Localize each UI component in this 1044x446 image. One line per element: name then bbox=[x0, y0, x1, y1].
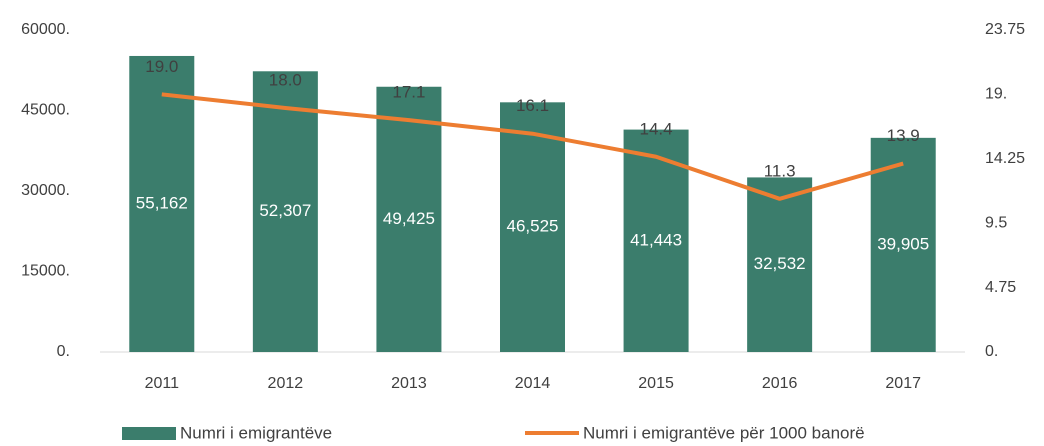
legend-label: Numri i emigrantëve bbox=[180, 423, 332, 442]
y-tick-label: 45000. bbox=[21, 102, 70, 119]
bar bbox=[870, 137, 936, 352]
y2-tick-label: 0. bbox=[985, 343, 998, 360]
y-tick-label: 15000. bbox=[21, 263, 70, 280]
y-tick-label: 0. bbox=[57, 343, 70, 360]
line-value-label: 16.1 bbox=[516, 96, 549, 115]
x-tick-label: 2012 bbox=[268, 375, 304, 392]
line bbox=[161, 92, 904, 201]
bar-value-label: 49,425 bbox=[383, 209, 435, 228]
x-tick-label: 2014 bbox=[515, 375, 551, 392]
x-tick-label: 2016 bbox=[762, 375, 798, 392]
legend-swatch bbox=[122, 427, 176, 440]
line-value-label: 18.0 bbox=[269, 70, 302, 89]
y2-tick-label: 19. bbox=[985, 86, 1007, 103]
bar bbox=[252, 71, 318, 352]
y-tick-label: 30000. bbox=[21, 182, 70, 199]
line-value-label: 14.4 bbox=[640, 119, 673, 138]
bar-value-label: 39,905 bbox=[877, 234, 929, 253]
bar bbox=[376, 86, 442, 352]
line-value-label: 11.3 bbox=[764, 161, 796, 180]
y2-tick-label: 23.75 bbox=[985, 21, 1025, 38]
bar-value-label: 55,162 bbox=[136, 193, 188, 212]
bar-value-label: 32,532 bbox=[754, 254, 806, 273]
line-value-label: 19.0 bbox=[145, 57, 178, 76]
y2-tick-label: 14.25 bbox=[985, 150, 1025, 167]
bar-value-label: 52,307 bbox=[259, 201, 311, 220]
legend-label: Numri i emigrantëve për 1000 banorë bbox=[583, 423, 865, 442]
bar bbox=[623, 129, 689, 352]
x-tick-label: 2013 bbox=[391, 375, 427, 392]
bar-value-label: 41,443 bbox=[630, 230, 682, 249]
x-tick-label: 2011 bbox=[145, 375, 180, 392]
y-tick-label: 60000. bbox=[21, 21, 70, 38]
bar-value-label: 46,525 bbox=[507, 217, 559, 236]
bar bbox=[500, 102, 565, 353]
bar bbox=[747, 177, 813, 352]
y2-tick-label: 9.5 bbox=[985, 214, 1007, 231]
line-value-label: 17.1 bbox=[392, 83, 425, 102]
line-value-label: 13.9 bbox=[887, 126, 920, 145]
bar bbox=[129, 55, 195, 353]
y2-tick-label: 4.75 bbox=[985, 279, 1016, 296]
x-tick-label: 2017 bbox=[885, 375, 921, 392]
x-tick-label: 2015 bbox=[638, 375, 674, 392]
